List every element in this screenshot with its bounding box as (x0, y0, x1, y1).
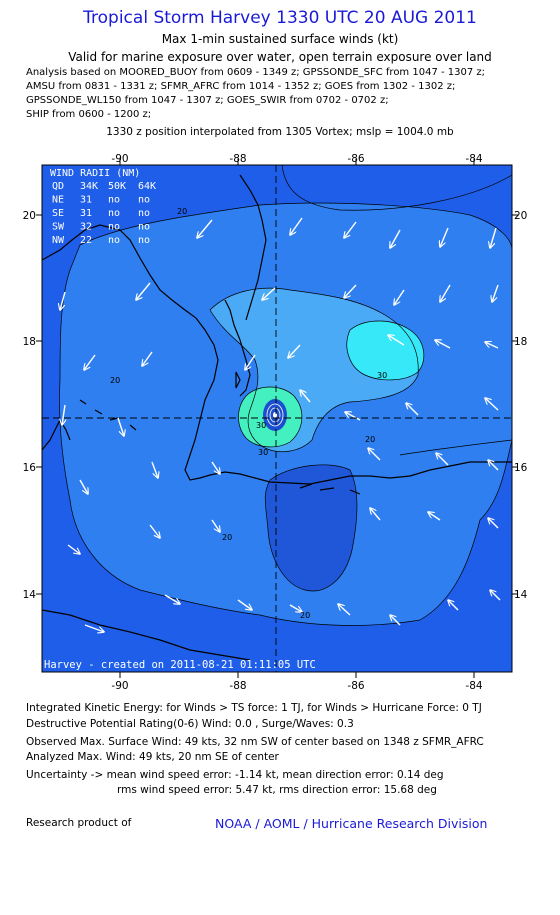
analysis-line: SHIP from 0600 - 1200 z; (26, 109, 152, 120)
lon-label-top: -84 (465, 153, 482, 165)
axis-ticks: -90 -90 -88 -88 -86 -86 -84 -84 20 20 18 18 16 16 14 14 (23, 153, 528, 692)
lat-label-left: 20 (23, 210, 36, 222)
wind-radii-cell: no (138, 195, 150, 206)
coastline (42, 174, 512, 661)
wind-radii-cell: no (108, 208, 120, 219)
lon-label-bottom: -88 (229, 680, 246, 692)
wind-radii-column-header: 34K (80, 181, 98, 192)
center-crosshair (42, 165, 512, 672)
lat-label-left: 18 (23, 336, 36, 348)
svg-text:30: 30 (377, 371, 387, 380)
lon-label-top: -86 (347, 153, 364, 165)
lon-label-top: -90 (111, 153, 128, 165)
wind-radii-cell: no (138, 235, 150, 246)
wind-radii-cell: 31 (80, 208, 92, 219)
wind-radii-cell: no (138, 222, 150, 233)
observed-max-line: Observed Max. Surface Wind: 49 kts, 32 n… (26, 736, 484, 748)
contour-labels: 20 20 30 30 20 30 20 20 (110, 207, 387, 620)
svg-text:30: 30 (258, 448, 268, 457)
wind-radii-cell: no (108, 235, 120, 246)
wind-radii-cell: SW (52, 222, 65, 233)
wind-radii-cell: 31 (80, 195, 92, 206)
analysis-line: GPSSONDE_WL150 from 1047 - 1307 z; GOES_… (26, 95, 389, 106)
rms-line: rms wind speed error: 5.47 kt, rms direc… (117, 784, 437, 796)
wind-radii-cell: no (138, 208, 150, 219)
analysis-line: AMSU from 0831 - 1331 z; SFMR_AFRC from … (26, 81, 456, 92)
wind-low-region (265, 464, 357, 591)
lon-label-bottom: -90 (111, 680, 128, 692)
svg-text:20: 20 (365, 435, 375, 444)
lat-label-left: 16 (23, 462, 37, 474)
wind-radii-cell: no (108, 222, 120, 233)
position-note: 1330 z position interpolated from 1305 V… (106, 126, 454, 138)
svg-text:20: 20 (177, 207, 187, 216)
ike-line: Integrated Kinetic Energy: for Winds > T… (26, 702, 482, 714)
wind-radii-cell: no (108, 195, 120, 206)
wind-radii-cell: NW (52, 235, 65, 246)
lat-label-right: 14 (514, 589, 528, 601)
wind-radii-column-header: QD (52, 181, 64, 192)
wind-radii-header: WIND RADII (NM) (50, 168, 140, 179)
wind-radii-column-header: 50K (108, 181, 126, 192)
lon-label-top: -88 (229, 153, 246, 165)
lat-label-right: 16 (514, 462, 528, 474)
dpr-line: Destructive Potential Rating(0-6) Wind: … (26, 718, 354, 730)
wind-vectors (60, 217, 501, 632)
svg-text:30: 30 (256, 421, 266, 430)
noaa-aoml-link[interactable]: NOAA / AOML / Hurricane Research Divisio… (215, 816, 488, 831)
lat-label-right: 20 (514, 210, 527, 222)
validity-note: Valid for marine exposure over water, op… (68, 50, 492, 64)
lon-label-bottom: -84 (465, 680, 482, 692)
wind-radii-cell: 22 (80, 235, 92, 246)
svg-text:20: 20 (110, 376, 120, 385)
analyzed-max-line: Analyzed Max. Wind: 49 kts, 20 nm SE of … (26, 751, 279, 763)
page-subtitle: Max 1-min sustained surface winds (kt) (161, 32, 399, 46)
lon-label-bottom: -86 (347, 680, 364, 692)
wind-radii-cell: SE (52, 208, 64, 219)
uncertainty-line: Uncertainty -> mean wind speed error: -1… (26, 769, 444, 781)
map-frame (41, 164, 513, 673)
lat-label-left: 14 (23, 589, 37, 601)
analysis-line: Analysis based on MOORED_BUOY from 0609 … (26, 67, 486, 78)
wind-radii-cell: NE (52, 195, 64, 206)
lat-label-right: 18 (514, 336, 527, 348)
wind-field: 20 20 30 30 20 30 20 20 WIND RADII (NM) … (42, 165, 512, 672)
creation-credit: Harvey - created on 2011-08-21 01:11:05 … (44, 659, 316, 671)
svg-text:20: 20 (300, 611, 310, 620)
wind-radii-table: WIND RADII (NM) QD 34K 50K 64K NE 31 no no SE 31 n… (50, 168, 156, 246)
wind-radii-cell: 32 (80, 222, 92, 233)
wind-radii-column-header: 64K (138, 181, 156, 192)
wind-band-40kt (346, 321, 424, 380)
research-label: Research product of (26, 817, 132, 829)
page-title: Tropical Storm Harvey 1330 UTC 20 AUG 20… (83, 8, 477, 28)
svg-text:20: 20 (222, 533, 232, 542)
isotachs (59, 165, 512, 626)
